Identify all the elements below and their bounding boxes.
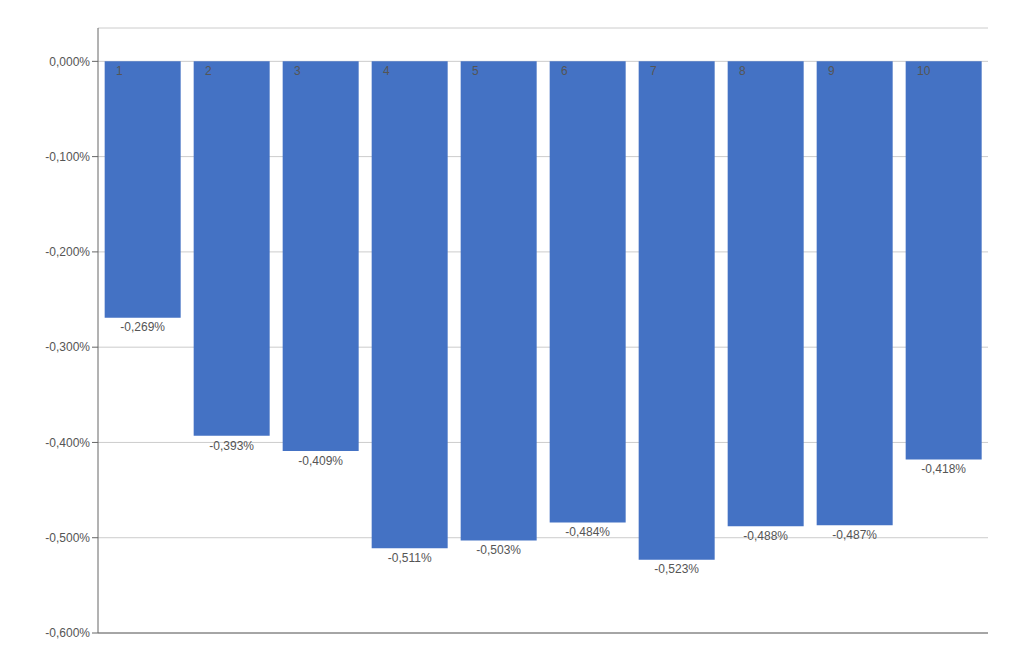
svg-text:1: 1 [116,64,123,78]
svg-text:-0,100%: -0,100% [45,150,90,164]
svg-text:-0,418%: -0,418% [921,462,966,476]
svg-text:6: 6 [561,64,568,78]
svg-text:-0,511%: -0,511% [388,551,432,565]
svg-text:-0,500%: -0,500% [45,531,90,545]
svg-text:9: 9 [828,64,835,78]
svg-text:2: 2 [205,64,212,78]
svg-text:-0,200%: -0,200% [45,245,90,259]
svg-text:-0,488%: -0,488% [743,529,788,543]
svg-text:-0,600%: -0,600% [45,626,90,640]
svg-text:8: 8 [739,64,746,78]
svg-text:-0,409%: -0,409% [298,454,343,468]
svg-text:3: 3 [294,64,301,78]
svg-text:0,000%: 0,000% [49,55,90,69]
svg-text:-0,269%: -0,269% [120,320,165,334]
svg-text:5: 5 [472,64,479,78]
svg-text:-0,484%: -0,484% [565,525,610,539]
svg-text:-0,400%: -0,400% [45,436,90,450]
svg-text:-0,523%: -0,523% [654,562,699,576]
svg-text:-0,300%: -0,300% [45,340,90,354]
svg-text:7: 7 [650,64,657,78]
svg-text:10: 10 [917,64,931,78]
svg-text:-0,487%: -0,487% [832,528,877,542]
svg-text:-0,503%: -0,503% [476,543,521,557]
svg-text:-0,393%: -0,393% [209,439,254,453]
svg-text:4: 4 [383,64,390,78]
